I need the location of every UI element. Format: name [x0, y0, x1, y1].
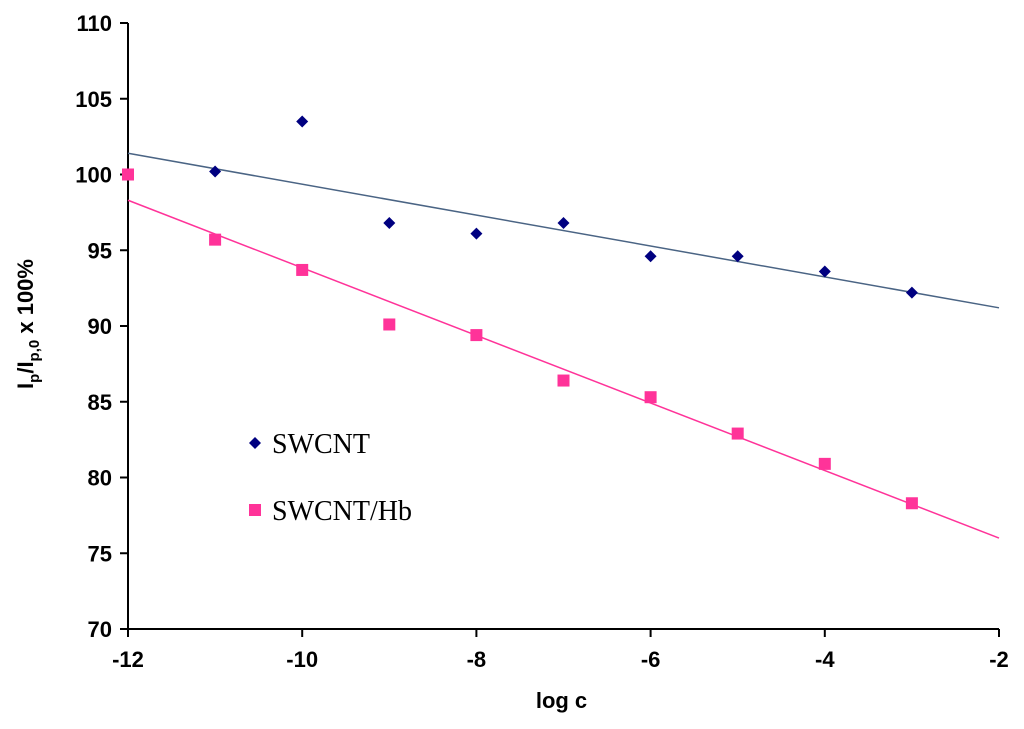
legend-label-swcnt-hb: SWCNT/Hb: [272, 496, 412, 527]
swcnt-hb-point: [557, 374, 570, 387]
plot-area: 70 75 80 85 90 95 100 105 110 -12 -10 -8 -6 -4 -2 log c…: [13, 11, 1009, 713]
swcnt-hb-point: [644, 391, 657, 404]
swcnt-point: [296, 115, 309, 128]
y-tick-label: 70: [88, 617, 112, 642]
x-tick-label: -8: [467, 647, 487, 672]
x-axis-title: log c: [536, 688, 587, 713]
x-tick-label: -4: [815, 647, 835, 672]
y-axis-title-tail: x 100%: [13, 259, 38, 340]
x-tick-label: -6: [641, 647, 661, 672]
y-axis-title: Ip/Ip,0 x 100%: [13, 259, 43, 389]
swcnt-hb-point: [296, 263, 309, 276]
y-tick-label: 95: [88, 238, 112, 263]
y-axis-title-sub1: p: [26, 374, 43, 383]
y-axis-title-main: I: [13, 383, 38, 389]
legend-label-swcnt: SWCNT: [272, 429, 370, 460]
swcnt-hb-point: [122, 168, 134, 181]
swcnt-point: [731, 250, 744, 263]
swcnt-hb-point: [818, 457, 831, 470]
swcnt-hb-point: [905, 497, 918, 510]
swcnt-point: [470, 227, 483, 240]
x-tick-label: -10: [286, 647, 318, 672]
y-tick-label: 100: [75, 163, 112, 188]
swcnt-hb-trendline: [127, 199, 1000, 539]
y-tick-label: 110: [77, 11, 113, 36]
swcnt-trendline: [127, 152, 1000, 309]
x-tick-label: -2: [989, 647, 1009, 672]
swcnt-hb-point: [383, 318, 396, 331]
swcnt-point: [209, 165, 222, 178]
y-tick-label: 75: [88, 541, 112, 566]
y-tick-label: 105: [75, 87, 112, 112]
swcnt-point: [383, 216, 396, 229]
swcnt-point: [557, 216, 570, 229]
y-axis-title-sep: /I: [13, 361, 38, 373]
x-tick-label: -12: [112, 647, 144, 672]
legend-marker-swcnt: [249, 437, 261, 449]
legend-marker-swcnt-hb: [249, 504, 261, 516]
y-axis-title-sub2: p,0: [26, 340, 43, 362]
y-tick-label: 85: [88, 390, 112, 415]
y-tick-label: 90: [88, 314, 112, 339]
swcnt-hb-point: [470, 329, 483, 342]
swcnt-point: [644, 250, 657, 263]
swcnt-point: [818, 265, 831, 278]
swcnt-hb-point: [731, 427, 744, 440]
y-tick-label: 80: [88, 466, 112, 491]
swcnt-point: [905, 286, 918, 299]
swcnt-hb-point: [209, 233, 222, 246]
